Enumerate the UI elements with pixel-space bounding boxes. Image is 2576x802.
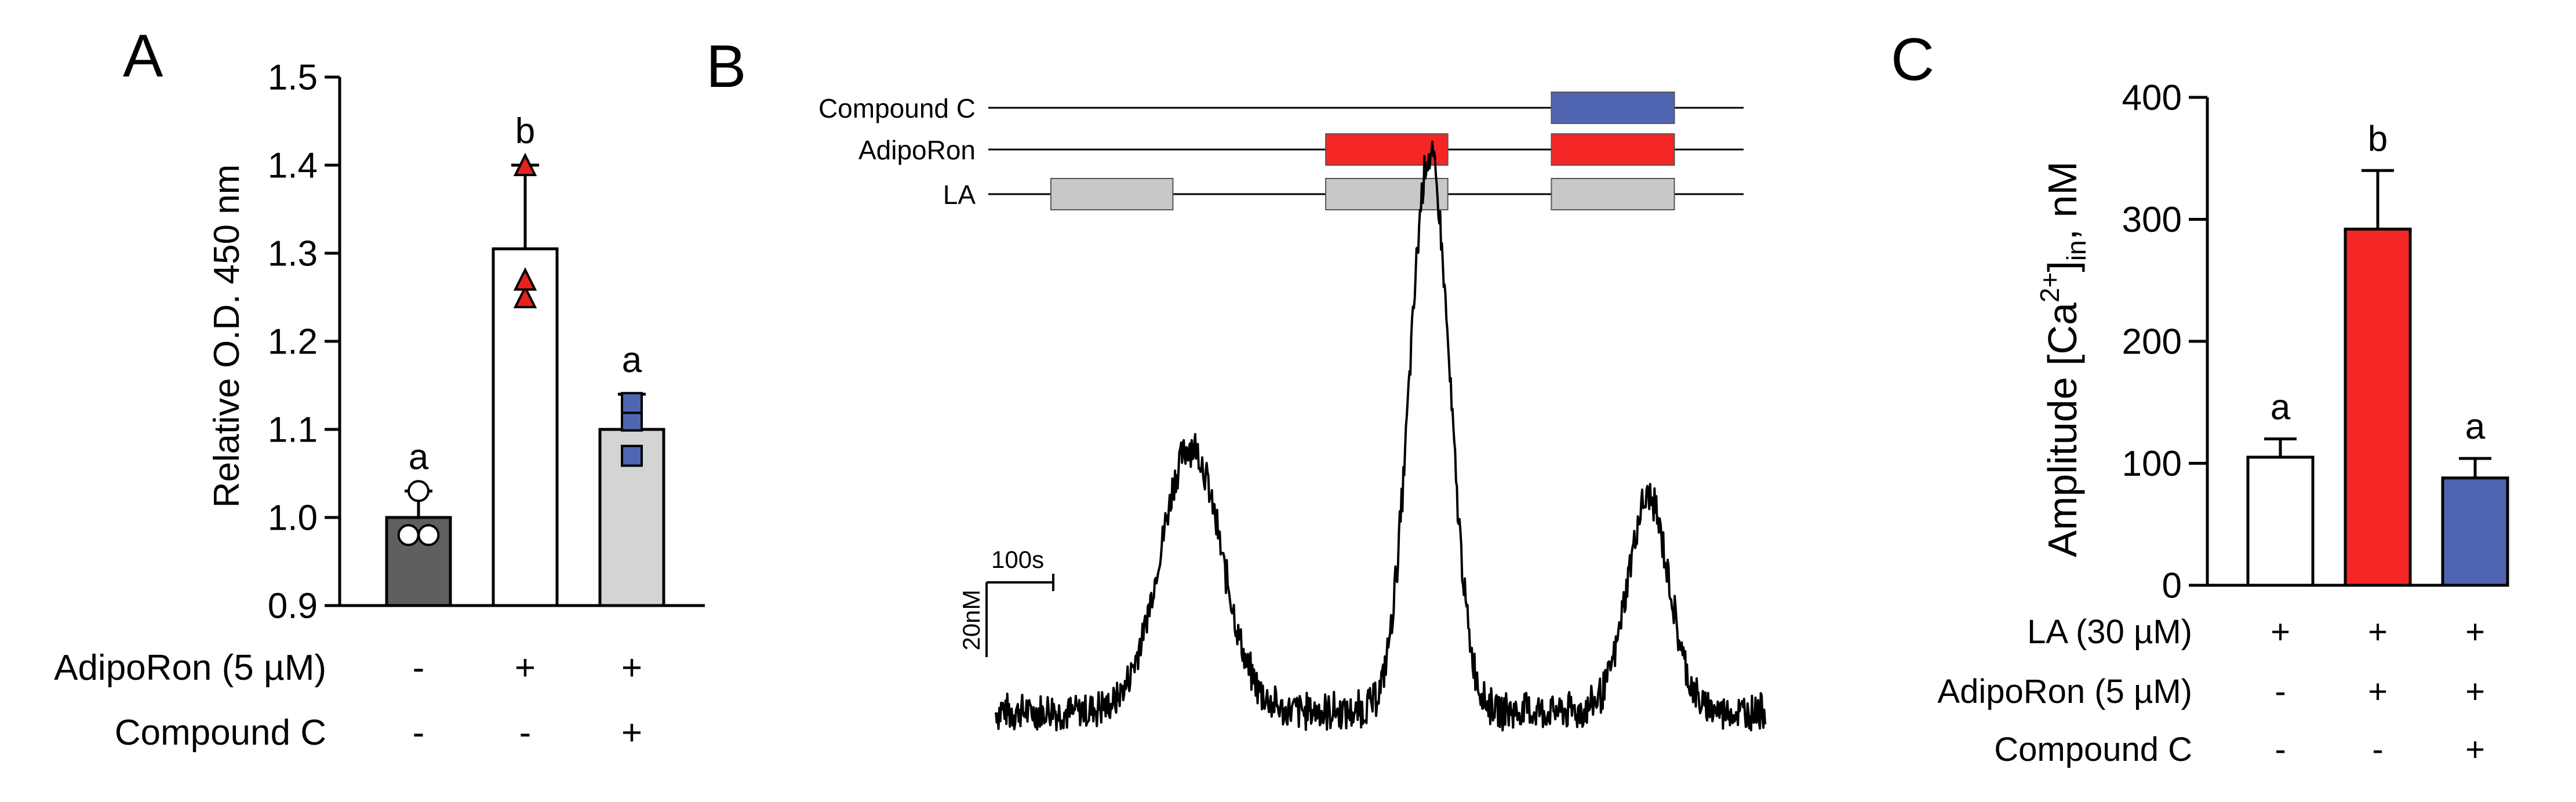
bar-c — [2246, 455, 2315, 587]
condition-sign-c: + — [2368, 673, 2388, 710]
bars-a: a b a — [385, 111, 665, 607]
treatment-label: AdipoRon — [858, 135, 976, 165]
condition-label-c: Compound C — [1994, 731, 2192, 768]
significance-letter-c: b — [2368, 119, 2388, 159]
condition-sign-c: + — [2368, 613, 2388, 651]
scale-bar-time-label: 100s — [991, 546, 1044, 573]
data-point-a — [397, 524, 420, 546]
treatment-label: LA — [943, 180, 976, 210]
treatment-block — [1551, 92, 1675, 124]
bar-c — [2344, 227, 2412, 587]
y-axis-title-c-sub: in — [2061, 240, 2091, 261]
y-axis-title-c-main: Amplitude [Ca — [2040, 302, 2085, 557]
condition-sign-a: - — [519, 713, 532, 753]
y-tick-label-a: 1.3 — [268, 234, 318, 274]
y-axis-title-c-unit: , nM — [2040, 161, 2085, 240]
y-tick-label-c: 200 — [2122, 322, 2182, 362]
treatment-block — [1325, 178, 1449, 210]
y-tick-label-a: 1.4 — [268, 146, 318, 186]
y-axis-title-c-sup: 2+ — [2035, 272, 2065, 302]
conditions-c: LA (30 µM) + + + AdipoRon (5 µM) - + + Compound … — [1937, 613, 2485, 768]
condition-sign-c: - — [2275, 731, 2286, 768]
y-axis-title-a: Relative O.D. 450 nm — [207, 165, 247, 508]
condition-label-a: AdipoRon (5 µM) — [54, 648, 326, 688]
condition-sign-c: - — [2372, 731, 2383, 768]
treatment-bars: Compound C AdipoRon LA — [818, 92, 1744, 210]
y-axis-title-c-bracket: ] — [2040, 261, 2085, 272]
data-point-a — [513, 152, 537, 176]
scale-bar: 100s 20nM — [958, 546, 1054, 657]
treatment-block — [1551, 178, 1675, 210]
y-tick-label-a: 1.1 — [268, 410, 318, 450]
y-tick-label-c: 100 — [2122, 444, 2182, 484]
calcium-trace — [995, 140, 1767, 732]
panel-b: B Compound C AdipoRon LA 100s 20nM — [706, 33, 1767, 732]
treatment-block — [1050, 178, 1174, 210]
data-point-a — [513, 267, 537, 291]
data-point-a — [621, 409, 643, 432]
condition-sign-c: + — [2465, 673, 2485, 710]
data-point-a — [513, 285, 537, 308]
panel-letter-c: C — [1891, 26, 1934, 93]
condition-sign-a: + — [515, 648, 536, 688]
significance-letter-c: a — [2271, 387, 2291, 427]
conditions-a: AdipoRon (5 µM) - + + Compound C - - + — [54, 648, 642, 753]
y-tick-label-a: 1.0 — [268, 498, 318, 538]
panel-letter-a: A — [123, 23, 163, 90]
condition-label-c: AdipoRon (5 µM) — [1937, 673, 2192, 710]
y-tick-label-c: 0 — [2162, 566, 2182, 606]
panel-a: A Relative O.D. 450 nm 0.9 1.0 1.1 1.2 1.3 1.… — [54, 23, 705, 753]
condition-sign-c: + — [2465, 731, 2485, 768]
y-axis-title-c: Amplitude [Ca2+]in, nM — [2035, 161, 2091, 557]
significance-letter-a: a — [622, 340, 642, 380]
condition-sign-a: + — [621, 713, 642, 753]
panel-letter-b: B — [706, 33, 746, 100]
condition-sign-c: - — [2275, 673, 2286, 710]
condition-label-a: Compound C — [115, 713, 326, 753]
y-tick-label-c: 400 — [2122, 78, 2182, 118]
treatment-label: Compound C — [818, 93, 976, 123]
data-point-a — [407, 480, 430, 502]
data-point-a — [621, 444, 643, 467]
treatment-block — [1551, 133, 1675, 166]
axes-a: 0.9 1.0 1.1 1.2 1.3 1.4 1.5 — [268, 58, 705, 626]
data-point-a — [621, 392, 643, 414]
data-point-a — [417, 524, 440, 546]
condition-label-c: LA (30 µM) — [2027, 613, 2192, 651]
bar-c — [2441, 476, 2509, 587]
y-tick-label-a: 1.5 — [268, 58, 318, 98]
condition-sign-c: + — [2271, 613, 2290, 651]
condition-sign-a: + — [621, 648, 642, 688]
condition-sign-a: - — [413, 713, 425, 753]
condition-sign-c: + — [2465, 613, 2485, 651]
significance-letter-c: a — [2465, 407, 2486, 447]
condition-sign-a: - — [413, 648, 425, 688]
significance-letter-a: a — [409, 437, 429, 477]
panel-c: C Amplitude [Ca2+]in, nM 0 100 200 300 400 a… — [1891, 26, 2509, 768]
significance-letter-a: b — [515, 111, 535, 151]
bars-c: a b a — [2246, 119, 2509, 587]
y-tick-label-a: 0.9 — [268, 586, 318, 626]
scale-bar-concentration-label: 20nM — [958, 589, 985, 650]
y-tick-label-c: 300 — [2122, 200, 2182, 240]
y-tick-label-a: 1.2 — [268, 322, 318, 362]
axes-c: 0 100 200 300 400 — [2122, 78, 2445, 606]
